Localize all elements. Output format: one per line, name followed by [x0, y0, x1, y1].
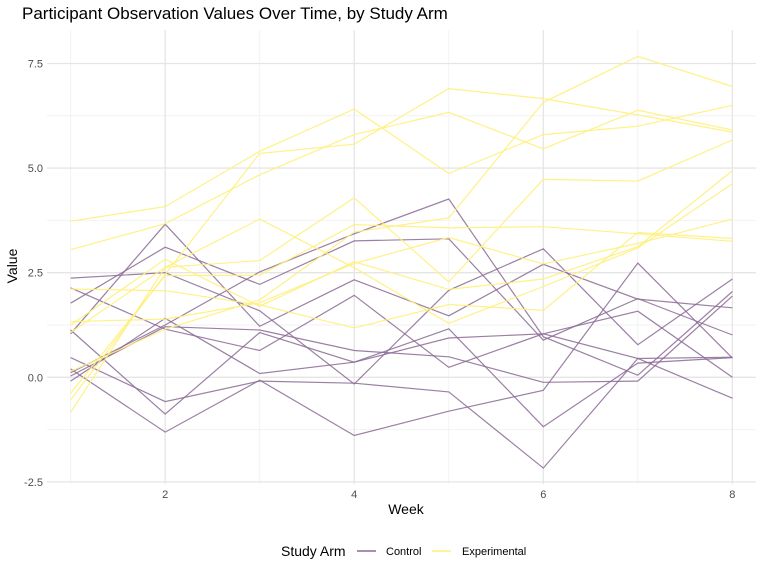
control-legend-label: Control [386, 546, 421, 558]
x-tick-label: 8 [729, 489, 735, 501]
y-tick-label: 5.0 [28, 163, 43, 175]
experimental-legend-label: Experimental [462, 546, 526, 558]
series-lines [70, 55, 733, 469]
experimental-series-line [70, 223, 733, 394]
experimental-series-line [70, 183, 733, 333]
experimental-series-line [70, 87, 733, 401]
experimental-series-line [70, 218, 733, 323]
grid [47, 30, 756, 484]
experimental-series-line [70, 55, 733, 372]
experimental-series-line [70, 104, 733, 222]
experimental-series-line [70, 139, 733, 413]
control-series-line [70, 287, 733, 399]
experimental-series-line [70, 170, 733, 326]
y-tick-label: 2.5 [28, 268, 43, 280]
control-series-line [70, 248, 733, 385]
control-series-line [70, 356, 733, 469]
experimental-series-line [70, 231, 733, 329]
x-axis-title: Week [388, 501, 425, 517]
experimental-series-line [70, 109, 733, 251]
control-series-line [70, 262, 733, 437]
control-series-line [70, 310, 733, 382]
control-series-line [70, 223, 733, 335]
axes: Week Value 2 4 6 8 -2.5 0.0 2.5 5.0 7.5 [4, 58, 735, 517]
y-tick-label: -2.5 [24, 477, 43, 489]
legend-title: Study Arm [281, 543, 346, 559]
legend: Study Arm Control Experimental [281, 543, 526, 559]
chart-title: Participant Observation Values Over Time… [22, 4, 448, 23]
x-tick-label: 6 [540, 489, 546, 501]
x-tick-label: 4 [351, 489, 357, 501]
x-tick-label: 2 [162, 489, 168, 501]
control-series-line [70, 328, 733, 428]
y-tick-label: 7.5 [28, 58, 43, 70]
y-axis-title: Value [4, 248, 20, 283]
y-tick-label: 0.0 [28, 372, 43, 384]
